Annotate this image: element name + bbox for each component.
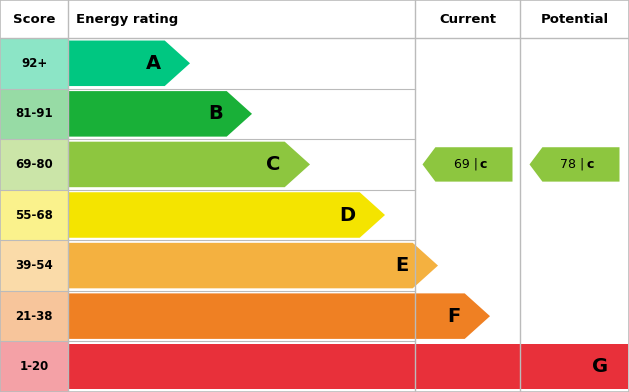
Polygon shape [68,243,438,289]
Bar [0,89,68,139]
Text: G: G [592,357,608,376]
Text: 78 |: 78 | [560,158,584,171]
Text: D: D [340,205,356,225]
Text: Potential: Potential [540,13,609,25]
Text: 69-80: 69-80 [15,158,53,171]
Bar [0,190,68,240]
Polygon shape [68,91,252,137]
Text: A: A [145,54,161,73]
Text: 69 |: 69 | [454,158,477,171]
Text: F: F [447,307,460,326]
Text: 55-68: 55-68 [15,209,53,221]
Polygon shape [423,147,513,181]
Text: Score: Score [13,13,55,25]
Polygon shape [68,293,490,339]
Text: 1-20: 1-20 [19,360,48,373]
Bar [0,139,68,190]
Text: E: E [396,256,409,275]
Text: B: B [208,104,223,123]
Text: 92+: 92+ [21,57,47,70]
Text: 39-54: 39-54 [15,259,53,272]
Polygon shape [68,142,310,187]
Text: 81-91: 81-91 [15,107,53,120]
Text: c: c [587,158,594,171]
Bar [0,38,68,89]
Bar [0,240,68,291]
Text: Energy rating: Energy rating [76,13,178,25]
Bar [0,341,68,392]
Polygon shape [68,192,385,238]
Polygon shape [530,147,620,181]
Text: c: c [480,158,487,171]
Text: C: C [266,155,281,174]
Text: 21-38: 21-38 [15,310,53,323]
Bar [0,291,68,341]
Polygon shape [68,344,628,390]
Text: Current: Current [439,13,496,25]
Polygon shape [68,40,190,86]
